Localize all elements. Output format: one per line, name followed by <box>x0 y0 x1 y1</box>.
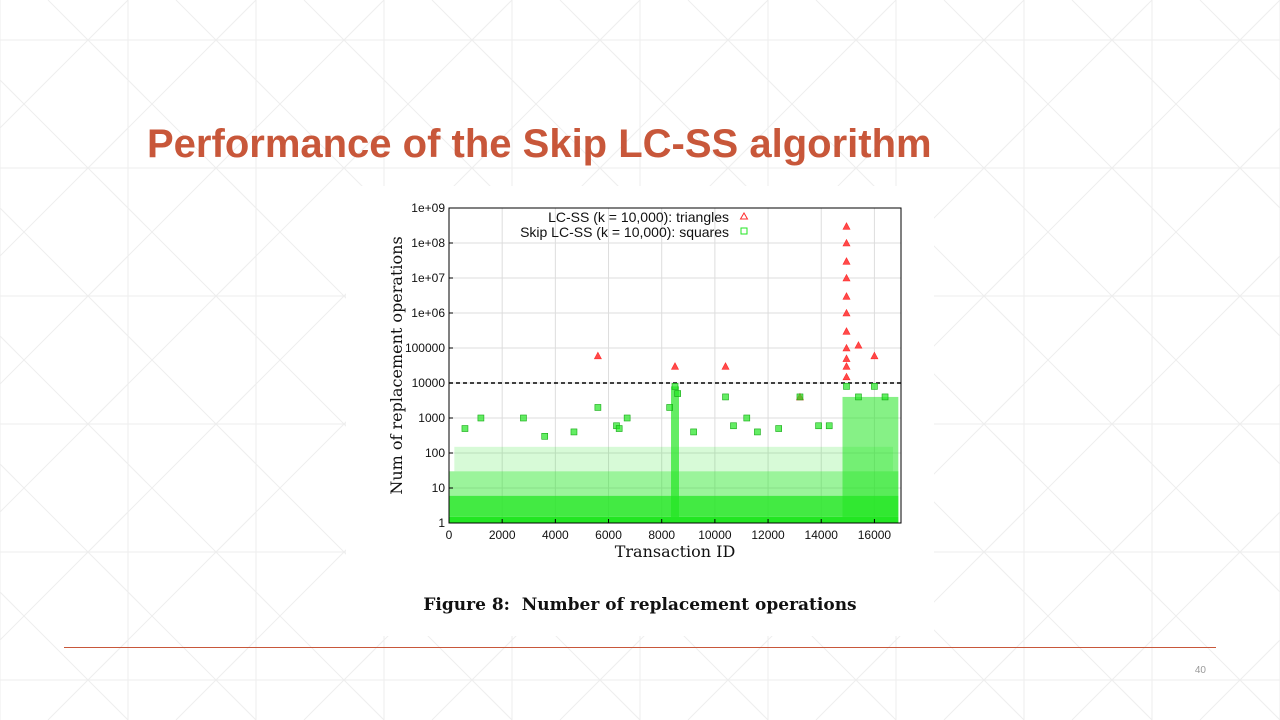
slide-title: Performance of the Skip LC-SS algorithm <box>147 122 932 166</box>
square-point <box>477 414 485 422</box>
x-tick-label: 0 <box>446 528 453 542</box>
legend-triangle-marker <box>739 212 749 220</box>
x-tick-label: 10000 <box>698 528 732 542</box>
dense-point-bands <box>449 386 899 523</box>
square-point <box>843 383 850 390</box>
x-tick-label: 6000 <box>595 528 622 542</box>
triangle-point <box>870 351 879 360</box>
x-tick-label: 4000 <box>542 528 569 542</box>
square-point <box>671 383 679 390</box>
square-point <box>730 422 737 430</box>
legend-label-triangles: LC-SS (k = 10,000): triangles <box>548 209 729 225</box>
triangle-point <box>842 327 851 335</box>
y-axis-label: Num of replacement operations <box>387 236 406 494</box>
y-tick-label: 1e+06 <box>411 306 445 320</box>
y-tick-label: 1e+08 <box>411 236 445 250</box>
axes: Transaction ID Num of replacement operati… <box>387 207 902 561</box>
scatter-chart: 0 2000 4000 6000 8000 10000 12000 14000 16000 1 10… <box>387 201 902 561</box>
dense-point-band <box>671 386 679 523</box>
data-points <box>461 222 889 440</box>
x-axis-label: Transaction ID <box>615 542 736 561</box>
square-point <box>623 414 631 422</box>
bottom-rule <box>64 647 1216 648</box>
square-point <box>520 414 527 422</box>
figure-caption: Figure 8: Number of replacement operatio… <box>423 595 857 615</box>
square-point <box>541 433 549 440</box>
x-tick-label: 2000 <box>489 528 516 542</box>
triangle-point <box>842 343 851 352</box>
triangle-point <box>842 354 851 362</box>
page-number: 40 <box>1194 665 1206 676</box>
triangle-point <box>842 257 851 265</box>
y-tick-label: 1e+07 <box>411 271 445 285</box>
triangle-point <box>854 341 863 349</box>
y-tick-label: 100000 <box>405 341 445 355</box>
triangle-point <box>593 351 602 360</box>
dense-point-band <box>842 396 899 523</box>
square-point <box>796 393 804 401</box>
triangle-point <box>842 308 851 317</box>
plot-frame <box>448 207 902 524</box>
square-point <box>754 428 761 436</box>
x-tick-label: 8000 <box>648 528 675 542</box>
triangle-point <box>842 238 851 247</box>
legend-square-marker <box>740 227 748 235</box>
square-point <box>570 428 578 436</box>
y-tick-label: 100 <box>425 446 445 460</box>
square-point <box>615 425 623 432</box>
square-point <box>743 414 751 422</box>
x-tick-label: 14000 <box>805 528 839 542</box>
square-point <box>775 425 782 432</box>
square-point <box>722 393 729 401</box>
figure-panel: 0 2000 4000 6000 8000 10000 12000 14000 16000 1 10… <box>346 186 934 636</box>
triangle-point <box>842 362 851 370</box>
triangle-point <box>670 362 680 370</box>
legend-label-squares: Skip LC-SS (k = 10,000): squares <box>520 224 729 240</box>
triangle-point <box>721 362 730 370</box>
square-point <box>815 422 822 430</box>
square-point <box>881 393 889 401</box>
triangle-point <box>842 292 851 300</box>
x-tick-label: 16000 <box>858 528 892 542</box>
y-tick-label: 10000 <box>412 376 446 390</box>
square-point <box>855 393 862 401</box>
square-point <box>674 390 681 397</box>
square-point <box>594 404 602 411</box>
square-point <box>690 428 697 436</box>
x-tick-label: 12000 <box>751 528 785 542</box>
y-tick-label: 10 <box>432 481 446 495</box>
y-tick-label: 1 <box>438 516 445 530</box>
y-tick-label: 1e+09 <box>411 201 445 215</box>
y-tick-label: 1000 <box>418 411 445 425</box>
triangle-point <box>842 222 851 230</box>
axis-ticks: 0 2000 4000 6000 8000 10000 12000 14000 16000 1 10… <box>405 201 891 542</box>
square-point <box>666 404 673 411</box>
square-point <box>871 383 878 390</box>
triangle-point <box>842 273 851 282</box>
square-point <box>461 425 469 432</box>
triangle-point <box>842 372 851 381</box>
square-point <box>825 422 833 430</box>
